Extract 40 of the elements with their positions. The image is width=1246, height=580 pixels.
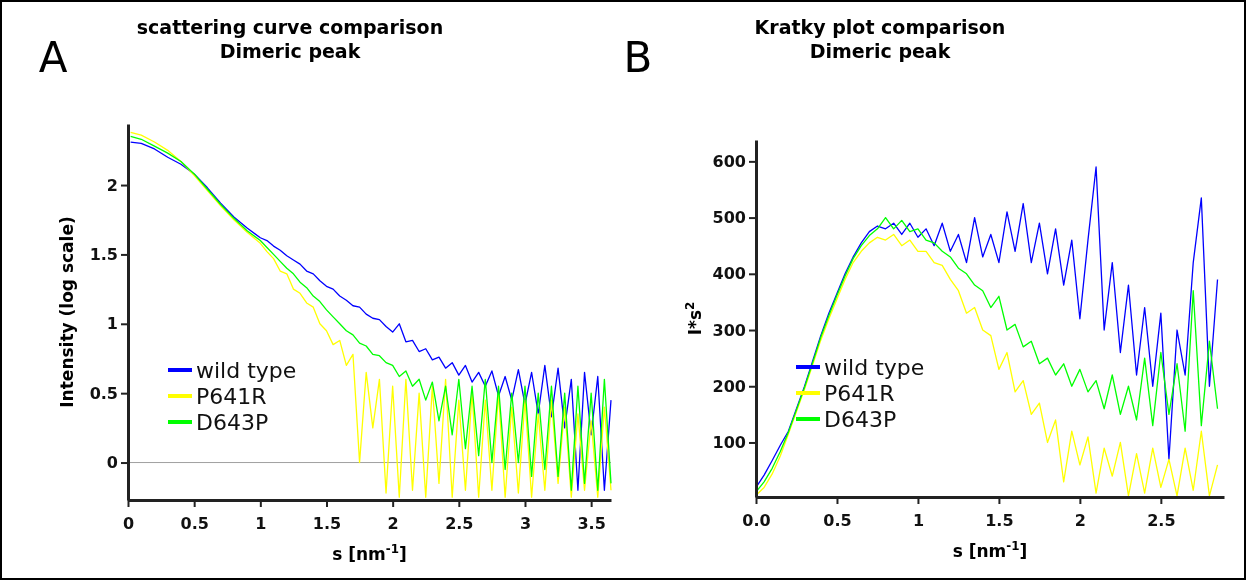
x-tick-label: 3.5 — [577, 514, 606, 534]
x-tick-label: 2.5 — [445, 514, 474, 534]
chart-subtitle: Dimeric peak — [809, 40, 951, 62]
y-tick-label: 500 — [712, 208, 746, 228]
x-tick-label: 1 — [912, 511, 925, 531]
x-tick-label: 3 — [519, 514, 532, 534]
legend-label: wild type — [824, 355, 925, 380]
y-tick-label: 400 — [712, 264, 746, 284]
x-tick-label: 1 — [255, 514, 267, 534]
y-axis-title: Intensity (log scale) — [57, 216, 77, 408]
x-axis-title: s [nm$^{-1}$] — [332, 542, 407, 564]
legend-label: D643P — [824, 407, 897, 432]
x-tick-label: 0 — [122, 514, 135, 534]
x-tick-label: 0.0 — [742, 511, 771, 531]
y-tick-label: 100 — [712, 433, 746, 453]
text: A — [38, 33, 68, 82]
x-tick-label: 1.5 — [985, 511, 1014, 531]
y-tick-label: 0.5 — [89, 383, 118, 403]
x-axis-title: s [nm$^{-1}$] — [952, 539, 1028, 561]
chart-subtitle: Dimeric peak — [219, 40, 361, 62]
y-tick-label: 300 — [712, 320, 746, 340]
y-tick-label: 1 — [106, 314, 118, 334]
chart-title: Kratky plot comparison — [754, 16, 1006, 38]
text: B — [623, 33, 653, 82]
y-tick-label: 0 — [106, 453, 118, 473]
legend-label: P641R — [824, 381, 895, 406]
legend-label: wild type — [196, 358, 297, 383]
x-tick-label: 2.5 — [1147, 511, 1176, 531]
x-tick-label: 2 — [1074, 511, 1086, 531]
x-tick-label: 0.5 — [180, 514, 209, 534]
y-tick-label: 600 — [712, 151, 746, 171]
x-tick-label: 1.5 — [312, 514, 342, 534]
x-tick-label: 2 — [387, 514, 399, 534]
y-tick-label: 1.5 — [89, 245, 118, 265]
y-tick-label: 2 — [106, 175, 118, 195]
legend-label: P641R — [196, 384, 267, 409]
chart-title: scattering curve comparison — [136, 16, 444, 38]
legend-label: D643P — [196, 410, 269, 435]
y-tick-label: 200 — [712, 376, 746, 396]
x-tick-label: 0.5 — [823, 511, 852, 531]
